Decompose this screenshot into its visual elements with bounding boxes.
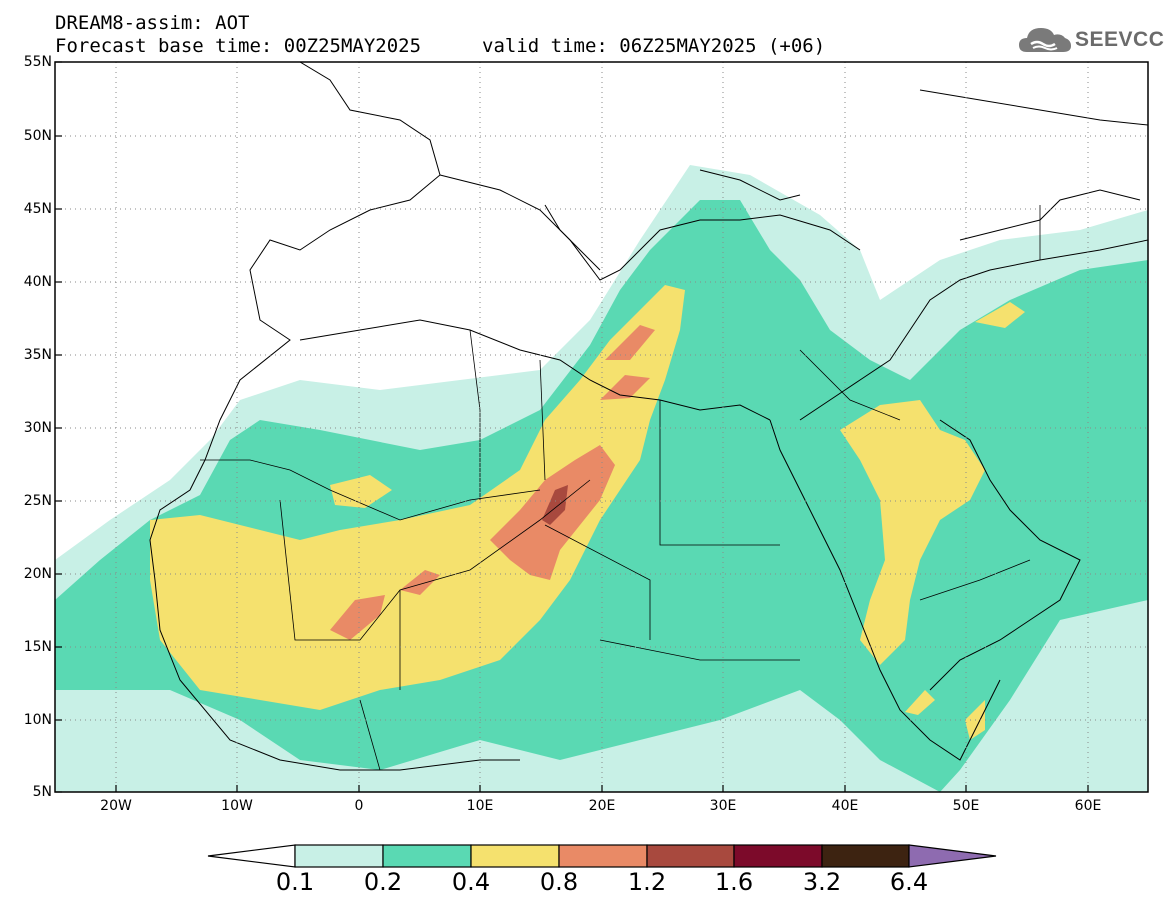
seevccc-logo: SEEVCCC: [1017, 22, 1165, 56]
map-title: DREAM8-assim: AOT: [55, 12, 250, 34]
cloud-icon: [1019, 28, 1071, 52]
colorbar-bin-7: [821, 844, 910, 868]
axis-ticks: [55, 61, 1089, 793]
colorbar-bin-1: [294, 844, 384, 868]
lat-label: 35N: [23, 347, 52, 363]
lon-label: 40E: [831, 798, 859, 814]
country-borders: [200, 205, 1041, 771]
aot-level-0-4: [150, 285, 685, 710]
valid-time: valid time: 06Z25MAY2025 (+06): [482, 35, 826, 57]
colorbar-bin-2: [382, 844, 472, 868]
aot-level-0-8-libya: [600, 375, 650, 400]
colorbar-label: 0.4: [451, 868, 491, 896]
aot-level-0-4-arabia: [840, 400, 985, 665]
coastlines: [149, 62, 1148, 771]
colorbar-label: 6.4: [889, 868, 929, 896]
colorbar-low-triangle: [207, 844, 296, 868]
logo-text: SEEVCCC: [1075, 28, 1165, 51]
lon-label: 60E: [1074, 798, 1102, 814]
colorbar-high-triangle: [908, 844, 997, 868]
colorbar-bin-4: [558, 844, 648, 868]
colorbar-label: 0.1: [275, 868, 315, 896]
aot-level-0-8-niger: [400, 570, 440, 595]
lat-label: 15N: [23, 639, 52, 655]
lon-label: 20E: [588, 798, 616, 814]
colorbar-label: 0.8: [539, 868, 579, 896]
lon-label: 50E: [952, 798, 980, 814]
colorbar-label: 1.6: [714, 868, 754, 896]
colorbar-label: 3.2: [802, 868, 842, 896]
lat-label: 5N: [32, 784, 52, 800]
lat-label: 30N: [23, 420, 52, 436]
colorbar-label: 1.2: [627, 868, 667, 896]
lat-label: 20N: [23, 566, 52, 582]
colorbar-bin-6: [733, 844, 823, 868]
forecast-base-time: Forecast base time: 00Z25MAY2025: [55, 35, 422, 57]
lat-label: 50N: [23, 128, 52, 144]
lon-label: 20W: [100, 798, 132, 814]
lat-label: 40N: [23, 274, 52, 290]
aot-level-0-4-horn: [905, 690, 935, 715]
aot-level-0-4-caspian: [975, 302, 1025, 328]
colorbar: [207, 844, 997, 868]
aot-level-0-4-morocco: [330, 475, 392, 508]
lat-label: 10N: [23, 712, 52, 728]
aot-field: [55, 165, 1148, 792]
lat-label: 55N: [23, 54, 52, 70]
aot-level-1-2: [542, 485, 568, 525]
aot-level-0-8-chad: [330, 595, 385, 640]
lon-label: 0: [354, 798, 364, 814]
lat-label: 25N: [23, 493, 52, 509]
colorbar-bin-3: [470, 844, 560, 868]
aot-level-0-8-med: [605, 325, 655, 360]
lat-label: 45N: [23, 201, 52, 217]
lon-label: 10W: [221, 798, 253, 814]
lon-label: 30E: [709, 798, 737, 814]
lon-label: 10E: [466, 798, 494, 814]
colorbar-bin-5: [646, 844, 735, 868]
colorbar-label: 0.2: [363, 868, 403, 896]
graticule: [55, 62, 1148, 792]
